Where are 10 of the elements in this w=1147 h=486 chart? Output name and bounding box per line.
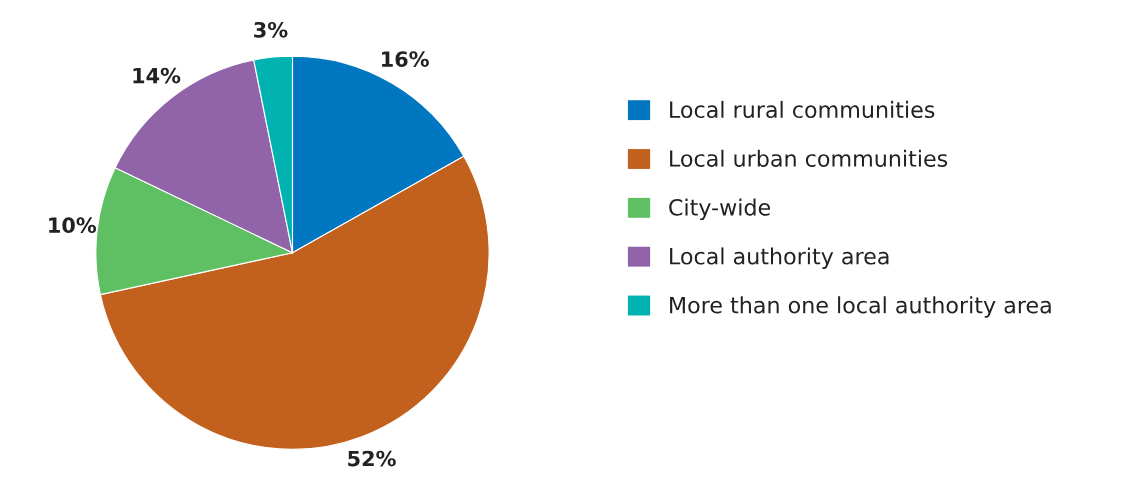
data-label: 14% <box>133 67 181 84</box>
legend-label: City-wide <box>669 198 771 221</box>
data-label: 10% <box>49 217 97 234</box>
data-label: 3% <box>254 21 288 38</box>
legend-label: More than one local authority area <box>670 296 1051 318</box>
data-label: 16% <box>382 51 429 67</box>
data-label: 52% <box>348 450 396 467</box>
legend-label: Local authority area <box>670 247 889 269</box>
legend-label: Local urban communities <box>670 149 948 167</box>
legend-label: Local rural communities <box>670 100 935 119</box>
